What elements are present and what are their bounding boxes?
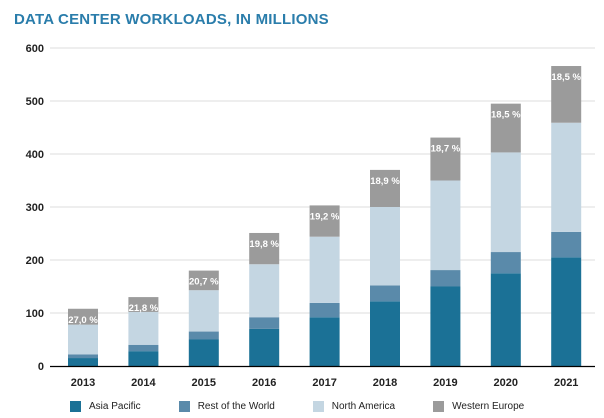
- bar-segment: [551, 122, 582, 232]
- bar-annotation: 19,2 %: [310, 211, 340, 222]
- bar-segment: [370, 207, 400, 286]
- y-tick-label: 500: [26, 96, 44, 108]
- legend-item: North America: [312, 401, 396, 412]
- bar-segment: [490, 252, 521, 274]
- bar-segment: [309, 302, 340, 318]
- bar-segment: [188, 270, 219, 291]
- x-tick-label: 2015: [192, 377, 216, 389]
- bar-segment: [249, 264, 280, 318]
- bar-segment: [430, 180, 461, 271]
- bar-segment: [430, 286, 461, 366]
- chart-legend: Asia Pacific Rest of the World North Ameri…: [70, 401, 562, 412]
- bar-segment: [188, 331, 219, 340]
- bar-segment: [551, 257, 582, 366]
- legend-swatch: [312, 401, 324, 412]
- legend-item: Asia Pacific: [70, 401, 141, 412]
- legend-label: Rest of the World: [197, 401, 275, 412]
- bar-segment: [128, 344, 159, 352]
- bar-segment: [249, 232, 280, 265]
- legend-swatch: [433, 401, 445, 412]
- legend-swatch: [70, 401, 81, 412]
- legend-label: Asia Pacific: [89, 401, 141, 412]
- bar-segment: [68, 308, 98, 325]
- bar-segment: [188, 339, 219, 366]
- bar-segment: [249, 317, 280, 329]
- bar-segment: [370, 285, 400, 302]
- legend-label: North America: [331, 401, 396, 412]
- y-tick-label: 100: [26, 308, 44, 320]
- bar-segment: [309, 317, 340, 366]
- bar-segment: [430, 270, 461, 287]
- bar-segment: [309, 236, 340, 303]
- bar-segment: [370, 301, 400, 366]
- bar-segment: [128, 311, 159, 345]
- x-tick-label: 2013: [71, 377, 95, 389]
- bar-annotation: 20,7 %: [189, 277, 219, 288]
- y-tick-label: 200: [26, 255, 44, 267]
- bar-segment: [68, 354, 98, 359]
- y-tick-label: 300: [26, 202, 44, 214]
- bar-annotation: 19,8 %: [249, 239, 279, 250]
- bar-segment: [249, 328, 280, 366]
- legend-swatch: [178, 401, 190, 412]
- x-tick-label: 2021: [554, 377, 578, 389]
- bar-segment: [490, 152, 521, 253]
- bar-annotation: 18,5 %: [491, 110, 521, 121]
- bar-segment: [128, 351, 159, 366]
- bar-annotation: 18,9 %: [370, 176, 400, 187]
- legend-label: Western Europe: [452, 401, 525, 412]
- bar-annotation: 21,8 %: [129, 303, 159, 314]
- x-tick-label: 2017: [312, 377, 336, 389]
- bar-segment: [490, 273, 521, 366]
- bar-segment: [490, 103, 521, 153]
- x-tick-label: 2018: [373, 377, 397, 389]
- bar-annotation: 18,5 %: [551, 72, 581, 83]
- y-tick-label: 400: [26, 149, 44, 161]
- bar-segment: [551, 66, 582, 123]
- x-tick-label: 2020: [494, 377, 518, 389]
- legend-item: Rest of the World: [178, 401, 275, 412]
- chart-title: DATA CENTER WORKLOADS, IN MILLIONS: [14, 11, 329, 28]
- y-tick-label: 600: [26, 43, 44, 55]
- y-tick-label: 0: [38, 361, 44, 373]
- x-tick-label: 2019: [433, 377, 457, 389]
- x-tick-label: 2016: [252, 377, 276, 389]
- legend-item: Western Europe: [433, 401, 524, 412]
- bar-segment: [68, 358, 98, 366]
- bar-segment: [551, 231, 582, 258]
- bar-segment: [128, 297, 159, 312]
- bar-segment: [430, 137, 461, 181]
- bar-annotation: 27,0 %: [68, 315, 98, 326]
- bar-segment: [309, 205, 340, 237]
- bar-segment: [68, 324, 98, 355]
- bar-segment: [188, 290, 219, 332]
- x-tick-label: 2014: [131, 377, 156, 389]
- bar-segment: [370, 169, 400, 207]
- bar-annotation: 18,7 %: [431, 144, 461, 155]
